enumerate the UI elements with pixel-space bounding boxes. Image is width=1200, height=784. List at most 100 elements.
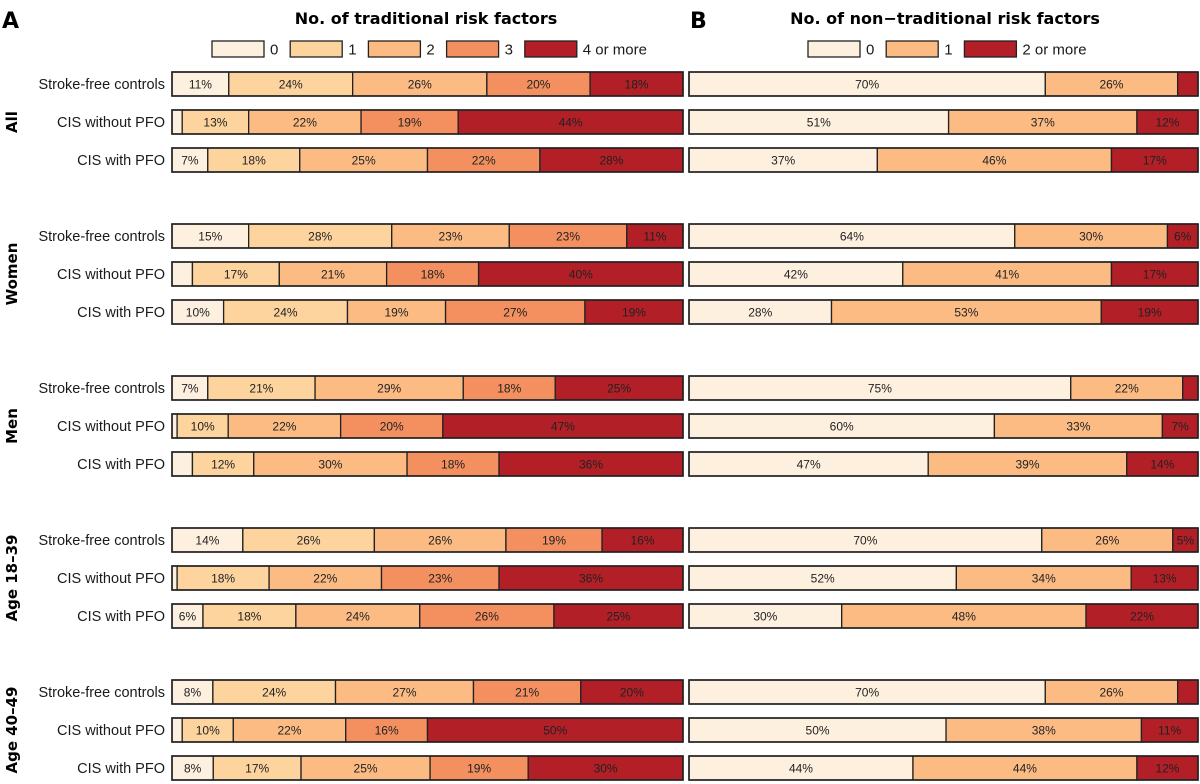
data-label: 6% [179,610,197,624]
data-label: 34% [1032,572,1056,586]
data-label: 13% [203,116,227,130]
data-label: 33% [1066,420,1090,434]
data-label: 18% [441,458,465,472]
legend-swatch-2-or-more [963,40,1018,58]
data-label: 10% [191,420,215,434]
data-label: 44% [789,762,813,776]
bar-segment-2 [247,109,362,135]
group-label-women: Women [3,243,21,306]
bar-outline [171,565,684,591]
bar-outline [171,527,684,553]
bar-outline [171,413,684,439]
bar-segment-0 [171,717,183,743]
bar-outline [688,109,1199,135]
data-label: 46% [982,154,1006,168]
data-label: 11% [643,230,666,244]
data-label: 23% [438,230,462,244]
bar-segment-2-or-more [1176,71,1199,97]
row-label: CIS with PFO [77,761,165,777]
row-label: CIS with PFO [77,153,165,169]
row-label: CIS without PFO [57,267,165,283]
bar-segment-2 [227,413,342,439]
data-label: 27% [392,686,416,700]
bar-segment-2-or-more [1182,375,1199,401]
data-label: 20% [526,78,550,92]
bar-outline [688,755,1199,781]
data-label: 18% [237,610,261,624]
data-label: 19% [398,116,422,130]
bar-segment-0 [171,109,183,135]
bar-segment-4-or-more [626,223,684,249]
data-label: 30% [594,762,618,776]
legend-label-0: 0 [866,42,874,59]
panel-letter-a: A [2,9,19,34]
data-label: 53% [954,306,978,320]
data-label: 52% [811,572,835,586]
legend-b: 0 1 2 or more [807,40,1087,59]
data-label: 18% [625,78,649,92]
legend-swatch-4-or-more [524,40,578,58]
data-label: 25% [607,382,631,396]
bars-panel-a: 11% 24% 26% 20% 18% 13% 22% 19% 44% 7% 18% 25% 22% 28… [171,71,684,781]
bar-segment-2-or-more [1126,451,1199,477]
legend-label-2-or-more: 2 or more [1022,42,1086,59]
data-label: 19% [1138,306,1162,320]
data-label: 29% [377,382,401,396]
legend-label-0: 0 [270,42,278,59]
data-label: 28% [599,154,623,168]
data-label: 21% [515,686,539,700]
bar-outline [171,603,684,629]
data-label: 50% [543,724,567,738]
row-label: CIS with PFO [77,609,165,625]
row-label: CIS with PFO [77,305,165,321]
bars-panel-b: 70% 26% 51% 37% 12% 37% 46% 17% 64% 30% 6% 42% 41% 17… [688,71,1199,781]
data-label: 26% [428,534,452,548]
data-label: 6% [1174,230,1192,244]
bar-segment-1 [955,565,1132,591]
bar-segment-3 [505,527,603,553]
group-label-age-40-49: Age 40–49 [3,687,21,774]
row-label: CIS without PFO [57,571,165,587]
legend-swatch-2 [367,40,422,58]
data-label: 23% [428,572,452,586]
bar-segment-3 [339,413,444,439]
data-label: 10% [186,306,210,320]
data-label: 18% [421,268,445,282]
bar-outline [688,299,1199,325]
bar-outline [688,147,1199,173]
legend-a: 0 1 2 3 4 or more [211,40,647,59]
legend-label-2: 2 [426,42,434,59]
data-label: 19% [385,306,409,320]
bar-segment-0 [171,451,194,477]
data-label: 20% [620,686,644,700]
bar-segment-2-or-more [1161,413,1199,439]
data-label: 24% [274,306,298,320]
legend-label-4-or-more: 4 or more [583,42,647,59]
data-label: 17% [224,268,248,282]
data-label: 26% [475,610,499,624]
bar-outline [688,375,1199,401]
data-label: 19% [622,306,646,320]
group-label-age-18-39: Age 18–39 [3,535,21,622]
bar-segment-1 [830,299,1102,325]
data-label: 64% [840,230,864,244]
bar-outline [171,375,684,401]
bar-outline [171,717,684,743]
legend-swatch-1 [289,40,343,58]
legend-label-1: 1 [348,42,356,59]
bar-outline [171,679,684,705]
data-label: 47% [797,458,821,472]
data-label: 21% [321,268,345,282]
data-label: 17% [245,762,269,776]
data-label: 14% [1150,458,1174,472]
bar-segment-2-or-more [1130,565,1199,591]
bar-segment-0 [688,527,1043,553]
data-label: 37% [771,154,795,168]
row-label: Stroke-free controls [38,685,165,701]
data-label: 13% [1153,572,1177,586]
data-label: 30% [1079,230,1103,244]
bar-outline [688,565,1199,591]
bar-segment-1 [181,109,250,135]
data-label: 26% [297,534,321,548]
bar-outline [688,413,1199,439]
